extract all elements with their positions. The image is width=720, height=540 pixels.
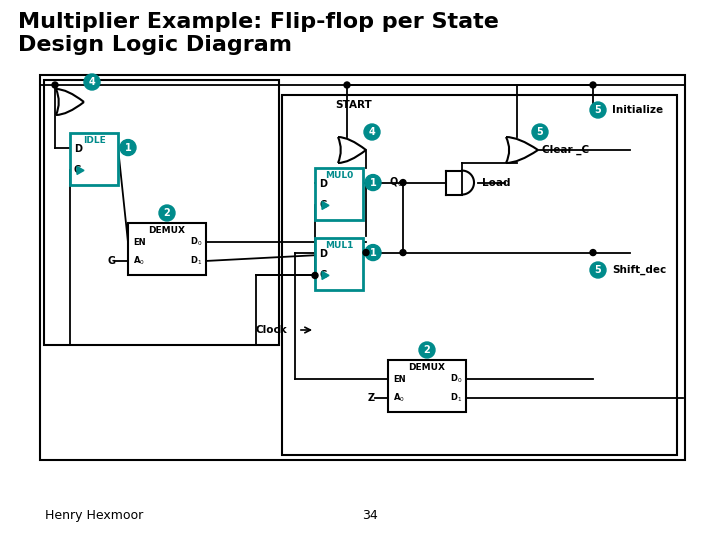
Text: MUL1: MUL1 <box>325 241 354 250</box>
Text: D$_1$: D$_1$ <box>190 255 202 267</box>
Circle shape <box>363 249 369 255</box>
Text: 5: 5 <box>595 105 601 115</box>
Circle shape <box>364 124 380 140</box>
Text: IDLE: IDLE <box>83 136 105 145</box>
Text: Q$_0$: Q$_0$ <box>389 176 403 190</box>
Text: Clock: Clock <box>256 325 288 335</box>
Text: DEMUX: DEMUX <box>148 226 186 235</box>
Text: EN: EN <box>393 375 405 384</box>
Circle shape <box>344 82 350 88</box>
Text: 34: 34 <box>362 509 378 522</box>
PathPatch shape <box>56 102 84 115</box>
Circle shape <box>400 180 406 186</box>
Text: D$_0$: D$_0$ <box>189 236 202 248</box>
PathPatch shape <box>56 89 84 102</box>
Circle shape <box>365 174 381 191</box>
Text: A$_0$: A$_0$ <box>133 255 145 267</box>
Text: 1: 1 <box>369 178 377 187</box>
Text: 2: 2 <box>423 345 431 355</box>
Bar <box>40 75 685 460</box>
Circle shape <box>419 342 435 358</box>
Text: C: C <box>319 271 326 280</box>
Bar <box>315 238 363 290</box>
Text: 1: 1 <box>125 143 131 153</box>
Circle shape <box>120 139 136 156</box>
Polygon shape <box>322 201 329 210</box>
Polygon shape <box>77 166 84 174</box>
Text: Z: Z <box>368 393 375 403</box>
Text: 5: 5 <box>536 127 544 137</box>
Circle shape <box>312 273 318 279</box>
Text: DEMUX: DEMUX <box>408 363 446 372</box>
Circle shape <box>159 205 175 221</box>
Text: 1: 1 <box>369 247 377 258</box>
Text: 5: 5 <box>595 265 601 275</box>
Text: D: D <box>319 248 327 259</box>
Text: Clear _C: Clear _C <box>542 145 589 155</box>
Text: C: C <box>74 165 81 176</box>
Bar <box>388 360 466 412</box>
Text: G: G <box>108 256 116 266</box>
Circle shape <box>365 245 381 261</box>
Bar <box>44 80 279 345</box>
Text: Initialize: Initialize <box>612 105 663 115</box>
Text: 4: 4 <box>369 127 375 137</box>
Text: Henry Hexmoor: Henry Hexmoor <box>45 509 143 522</box>
Circle shape <box>400 249 406 255</box>
Text: START: START <box>336 100 372 110</box>
Circle shape <box>590 82 596 88</box>
Text: C: C <box>319 200 326 211</box>
Text: Shift_dec: Shift_dec <box>612 265 666 275</box>
Bar <box>70 133 118 185</box>
Circle shape <box>590 249 596 255</box>
Text: Multiplier Example: Flip-flop per State: Multiplier Example: Flip-flop per State <box>18 12 499 32</box>
Circle shape <box>532 124 548 140</box>
Text: D$_1$: D$_1$ <box>450 392 462 404</box>
Text: EN: EN <box>133 238 145 247</box>
PathPatch shape <box>56 89 59 115</box>
Text: 4: 4 <box>89 77 95 87</box>
Bar <box>282 95 677 455</box>
Bar <box>315 168 363 220</box>
Bar <box>128 223 206 275</box>
Text: D: D <box>74 144 82 153</box>
Text: MUL0: MUL0 <box>325 171 353 180</box>
Text: A$_0$: A$_0$ <box>393 392 405 404</box>
Polygon shape <box>322 272 329 279</box>
Text: 2: 2 <box>163 208 171 218</box>
Text: Design Logic Diagram: Design Logic Diagram <box>18 35 292 55</box>
Circle shape <box>84 74 100 90</box>
Circle shape <box>590 262 606 278</box>
Text: Load: Load <box>482 178 510 187</box>
Text: D$_0$: D$_0$ <box>450 373 462 386</box>
Circle shape <box>590 102 606 118</box>
Text: D: D <box>319 179 327 188</box>
Circle shape <box>52 82 58 88</box>
